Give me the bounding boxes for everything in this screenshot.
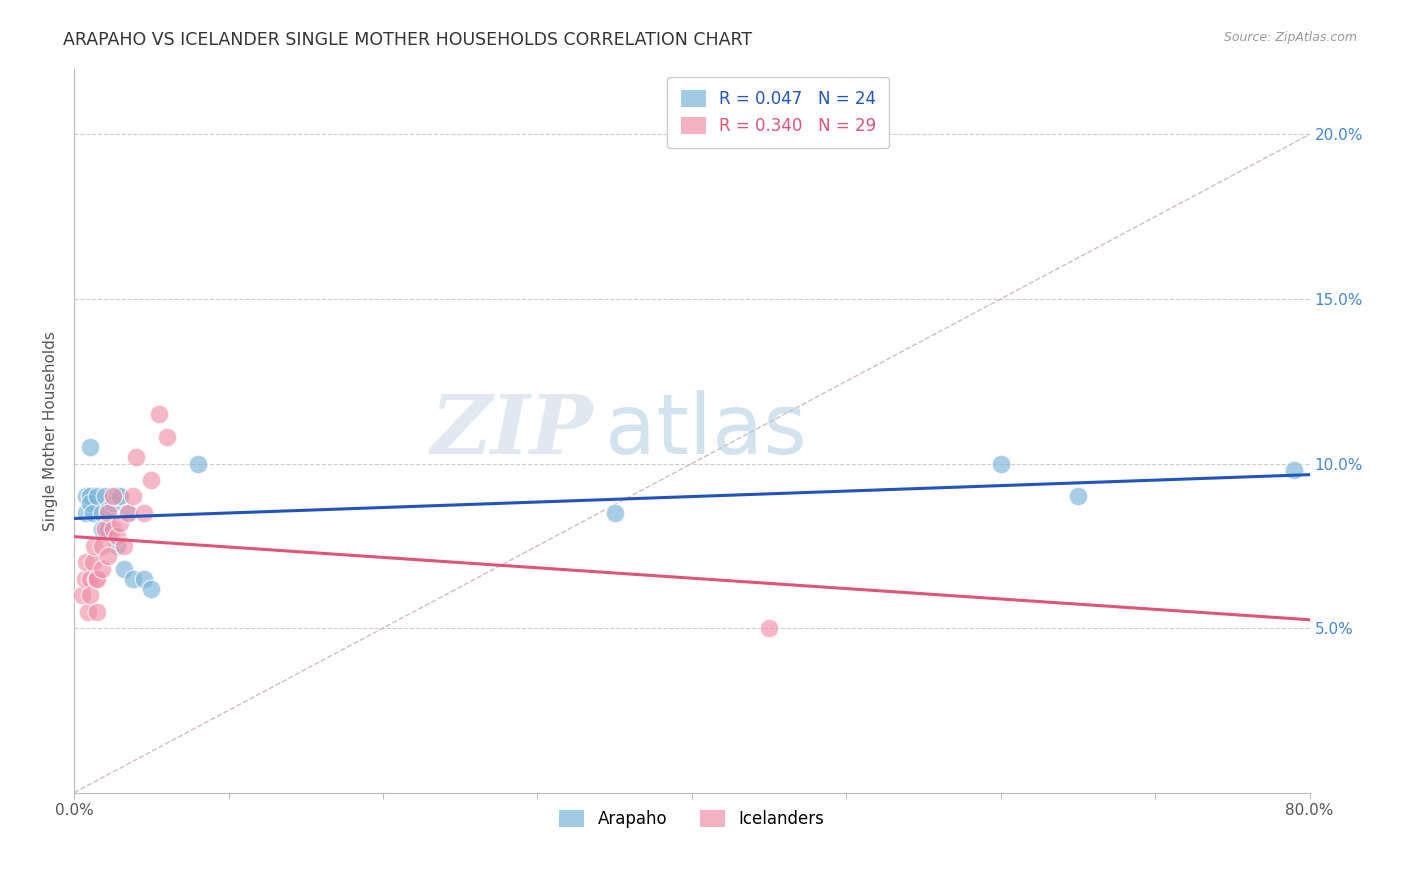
Point <box>75 506 97 520</box>
Point <box>121 490 143 504</box>
Point <box>112 539 135 553</box>
Point <box>75 490 97 504</box>
Legend: Arapaho, Icelanders: Arapaho, Icelanders <box>553 804 831 835</box>
Point <box>79 496 101 510</box>
Point <box>132 506 155 520</box>
Point <box>117 506 139 520</box>
Point <box>75 555 97 569</box>
Point <box>86 605 108 619</box>
Point <box>1282 463 1305 477</box>
Point <box>101 496 124 510</box>
Text: ZIP: ZIP <box>430 391 593 471</box>
Point <box>141 582 163 596</box>
Point <box>90 506 112 520</box>
Point <box>97 502 120 516</box>
Point <box>105 490 128 504</box>
Point <box>90 562 112 576</box>
Point <box>79 572 101 586</box>
Point <box>156 430 179 444</box>
Point <box>73 572 96 586</box>
Point <box>86 572 108 586</box>
Point <box>105 529 128 543</box>
Point <box>758 621 780 635</box>
Point <box>97 549 120 563</box>
Point <box>990 457 1012 471</box>
Y-axis label: Single Mother Households: Single Mother Households <box>44 331 58 531</box>
Point <box>82 555 104 569</box>
Point <box>79 490 101 504</box>
Text: atlas: atlas <box>606 390 807 471</box>
Text: ARAPAHO VS ICELANDER SINGLE MOTHER HOUSEHOLDS CORRELATION CHART: ARAPAHO VS ICELANDER SINGLE MOTHER HOUSE… <box>63 31 752 49</box>
Point <box>82 506 104 520</box>
Point <box>148 407 170 421</box>
Point <box>90 522 112 536</box>
Point <box>94 522 117 536</box>
Point <box>79 440 101 454</box>
Point <box>97 522 120 536</box>
Point <box>83 539 105 553</box>
Point <box>105 539 128 553</box>
Point <box>117 506 139 520</box>
Point <box>121 572 143 586</box>
Point <box>125 450 148 464</box>
Point <box>90 539 112 553</box>
Point <box>79 588 101 602</box>
Point <box>603 506 626 520</box>
Point <box>77 605 100 619</box>
Point <box>94 490 117 504</box>
Point <box>86 490 108 504</box>
Point <box>110 516 132 530</box>
Text: Source: ZipAtlas.com: Source: ZipAtlas.com <box>1223 31 1357 45</box>
Point <box>1067 490 1090 504</box>
Point <box>101 522 124 536</box>
Point <box>70 588 93 602</box>
Point <box>132 572 155 586</box>
Point <box>97 506 120 520</box>
Point <box>141 473 163 487</box>
Point <box>112 562 135 576</box>
Point <box>187 457 209 471</box>
Point <box>101 490 124 504</box>
Point <box>110 490 132 504</box>
Point <box>84 572 107 586</box>
